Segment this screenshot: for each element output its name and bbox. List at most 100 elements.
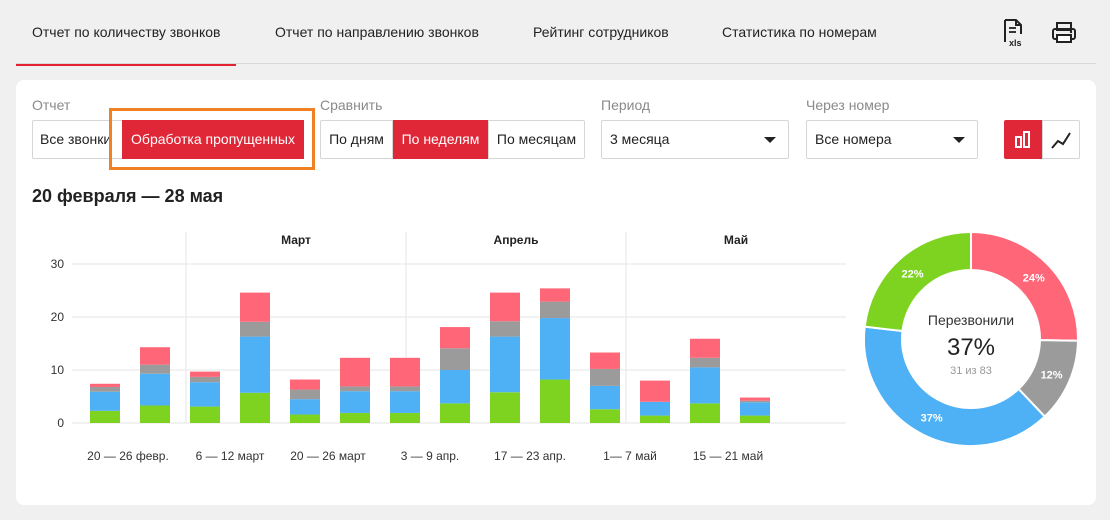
period-select-value: 3 месяца	[610, 131, 670, 147]
period-select[interactable]: 3 месяца	[601, 120, 789, 159]
bar-segment	[490, 392, 520, 423]
bar-segment	[590, 368, 620, 386]
via-number-filter-label: Через номер	[806, 97, 890, 113]
bar-segment	[590, 385, 620, 410]
period-filter-label: Период	[601, 97, 651, 113]
bar-segment	[690, 338, 720, 358]
x-tick-label: 20 — 26 март	[290, 449, 366, 463]
bar-segment	[740, 402, 770, 416]
bar-segment	[740, 397, 770, 401]
month-label: Май	[724, 233, 748, 247]
bar-segment	[90, 391, 120, 411]
bar-segment	[640, 415, 670, 423]
y-tick-label: 30	[51, 257, 65, 271]
bar-segment	[240, 321, 270, 337]
bar-segment	[290, 379, 320, 390]
donut-slice-label: 22%	[901, 268, 923, 280]
donut-slice-label: 12%	[1041, 369, 1063, 381]
bar-segment	[390, 357, 420, 387]
via-number-select[interactable]: Все номера	[806, 120, 978, 159]
by-months-button[interactable]: По месяцам	[488, 120, 585, 159]
month-label: Март	[281, 233, 311, 247]
donut-chart: 24% 12% 37% 22%	[863, 230, 1080, 447]
bar-segment	[240, 336, 270, 393]
bar-chart-view-button[interactable]	[1004, 120, 1042, 159]
bar-segment	[490, 292, 520, 322]
bar-segment	[440, 327, 470, 349]
bar-segment	[690, 367, 720, 404]
bar-segment	[590, 409, 620, 423]
x-tick-label: 1— 7 май	[603, 449, 657, 463]
report-card: Отчет Все звонки Обработка пропущенных С…	[16, 80, 1096, 505]
bar-segment	[240, 292, 270, 322]
bar-segment	[340, 386, 370, 392]
bar-segment	[140, 405, 170, 423]
caret-down-icon	[953, 137, 965, 143]
xls-label: xls	[1009, 38, 1022, 48]
bar-segment	[540, 301, 570, 319]
bar-segment	[190, 382, 220, 407]
bar-segment	[540, 318, 570, 380]
bar-segment	[140, 364, 170, 374]
donut-slice-label: 24%	[1023, 272, 1045, 284]
focus-highlight	[109, 108, 315, 170]
donut-slice-label: 37%	[921, 413, 943, 425]
bar-segment	[90, 410, 120, 423]
xls-export-icon[interactable]: xls	[1002, 18, 1030, 48]
via-number-select-value: Все номера	[815, 131, 892, 147]
report-filter-label: Отчет	[32, 97, 71, 113]
month-label: Апрель	[494, 233, 539, 247]
by-days-button[interactable]: По дням	[320, 120, 393, 159]
y-tick-label: 10	[51, 363, 65, 377]
tab-number-stats[interactable]: Статистика по номерам	[722, 24, 877, 40]
bar-segment	[290, 389, 320, 400]
bar-segment	[390, 391, 420, 413]
x-tick-label: 6 — 12 март	[196, 449, 265, 463]
bar-segment	[290, 414, 320, 423]
bar-segment	[590, 352, 620, 369]
donut-center-sub: 31 из 83	[950, 365, 992, 377]
bar-segment	[390, 412, 420, 423]
tab-calls-direction[interactable]: Отчет по направлению звонков	[275, 24, 479, 40]
donut-slice	[863, 230, 972, 333]
bar-segment	[140, 347, 170, 365]
bar-segment	[490, 321, 520, 337]
bar-chart-icon	[1015, 131, 1030, 148]
bar-segment	[190, 376, 220, 383]
period-title: 20 февраля — 28 мая	[32, 186, 224, 206]
bar-segment	[240, 392, 270, 423]
compare-filter-label: Сравнить	[320, 97, 383, 113]
x-tick-label: 20 — 26 февр.	[87, 449, 169, 463]
tab-calls-count[interactable]: Отчет по количеству звонков	[15, 0, 237, 66]
bar-segment	[640, 401, 670, 416]
donut-slice	[863, 325, 1047, 447]
weekly-bar-chart: 0 10 20 30 Март Апрель Май 20 — 26 февр. 6 — 12 …	[51, 232, 846, 463]
bar-segment	[340, 412, 370, 423]
bar-segment	[440, 370, 470, 404]
bar-segment	[190, 406, 220, 423]
line-chart-icon	[1051, 132, 1071, 149]
y-tick-label: 0	[57, 416, 64, 430]
all-calls-button[interactable]: Все звонки	[32, 120, 128, 159]
donut-center-label: Перезвонили	[927, 312, 1015, 328]
caret-down-icon	[764, 137, 776, 143]
bar-segment	[390, 386, 420, 392]
missed-processing-button[interactable]: Обработка пропущенных	[122, 120, 304, 159]
x-tick-label: 15 — 21 май	[693, 449, 763, 463]
by-weeks-button[interactable]: По неделям	[393, 120, 488, 159]
bar-segment	[290, 399, 320, 415]
print-icon[interactable]	[1050, 18, 1078, 48]
bar-segment	[90, 386, 120, 392]
line-chart-view-button[interactable]	[1042, 120, 1080, 159]
tab-employee-rating[interactable]: Рейтинг сотрудников	[533, 24, 669, 40]
x-tick-label: 17 — 23 апр.	[494, 449, 566, 463]
y-tick-label: 20	[51, 310, 65, 324]
bar-segment	[140, 373, 170, 406]
bar-segment	[540, 379, 570, 423]
bar-segment	[340, 391, 370, 413]
x-tick-label: 3 — 9 апр.	[401, 449, 460, 463]
donut-center-value: 37%	[946, 334, 996, 361]
bar-segment	[540, 288, 570, 302]
bar-segment	[490, 336, 520, 393]
bar-segment	[740, 415, 770, 423]
